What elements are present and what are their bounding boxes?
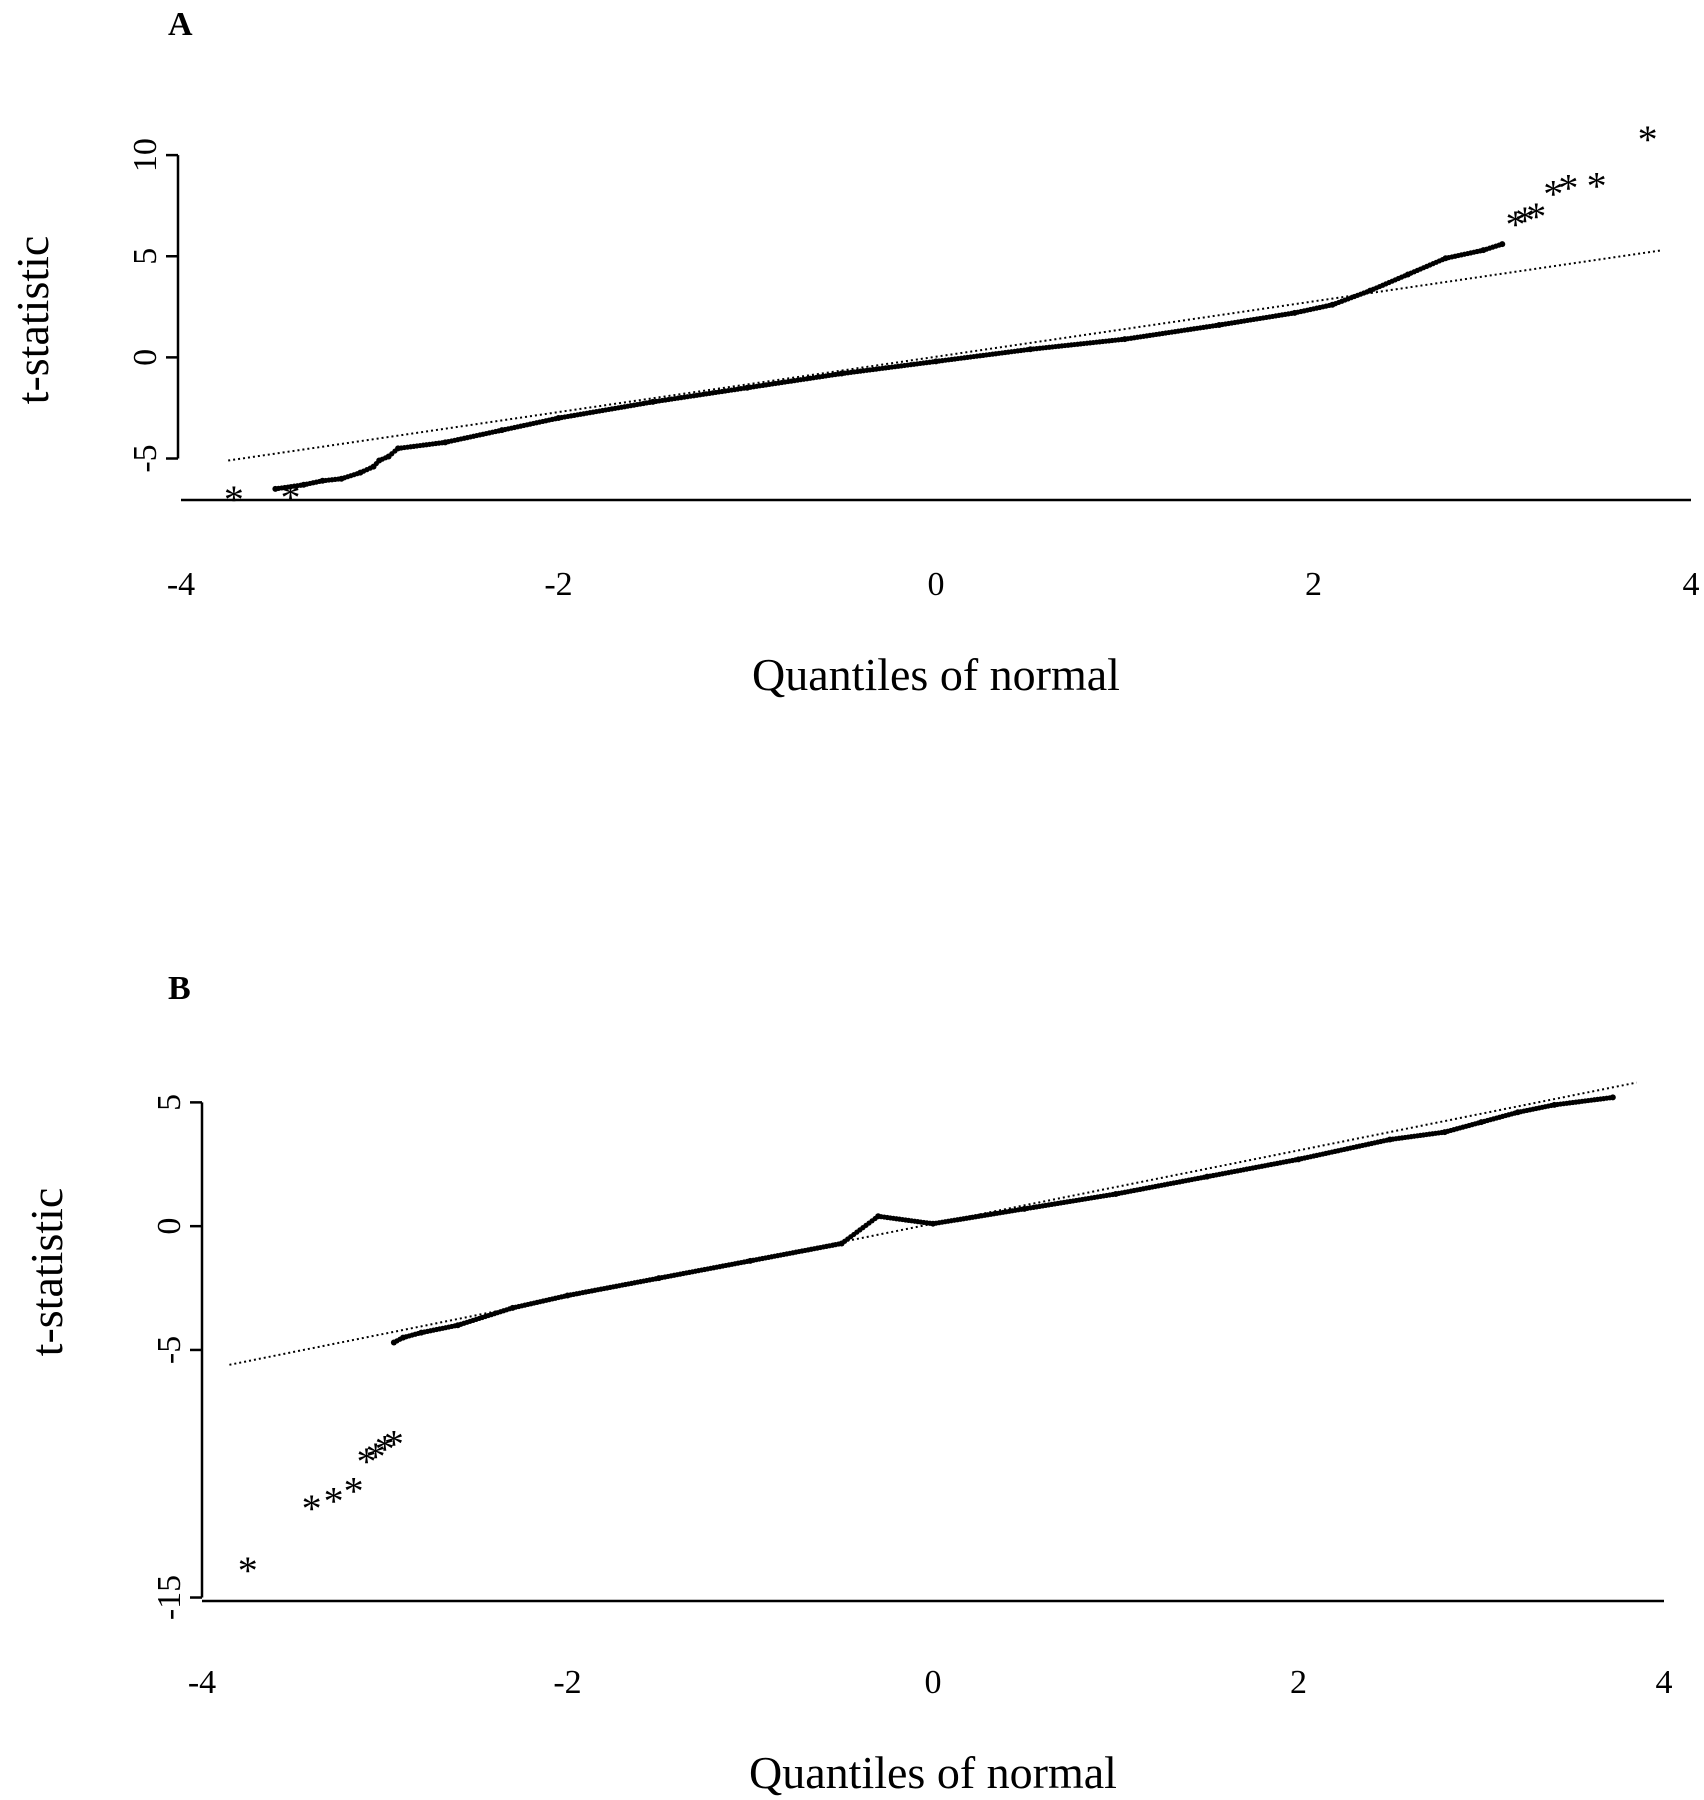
outlier-marker: * <box>1587 163 1607 208</box>
y-tick-label: 10 <box>127 138 164 172</box>
x-axis-title: Quantiles of normal <box>752 649 1120 700</box>
x-tick-label: -4 <box>188 1664 216 1701</box>
outlier-marker: * <box>302 1486 322 1531</box>
x-tick-label: -2 <box>544 566 572 603</box>
x-tick-label: 4 <box>1683 566 1700 603</box>
outlier-marker: * <box>344 1469 364 1514</box>
y-tick-label: -5 <box>127 444 164 472</box>
x-tick-label: 0 <box>928 566 945 603</box>
y-tick-label: 0 <box>127 349 164 366</box>
outlier-marker: * <box>1526 194 1546 239</box>
panel-a: A 10 5 0 -5 -4 -2 0 2 4 Quantiles of normal t-stati… <box>7 6 1700 700</box>
x-tick-label: -2 <box>553 1664 581 1701</box>
outlier-marker: * <box>1558 165 1578 210</box>
y-axis-title: t-statistic <box>7 236 58 405</box>
y-tick-label: 0 <box>151 1218 188 1235</box>
x-axis-title: Quantiles of normal <box>749 1747 1117 1798</box>
outlier-marker: * <box>280 475 300 520</box>
panel-b: B 5 0 -5 -15 -4 -2 0 2 4 Quantiles of normal t-stat… <box>21 970 1673 1798</box>
outlier-marker: * <box>1515 198 1535 243</box>
outlier-marker: * <box>356 1439 376 1484</box>
outlier-marker: * <box>224 477 244 522</box>
outlier-marker: * <box>1505 202 1525 247</box>
panel-letter: B <box>168 970 191 1007</box>
x-tick-label: 0 <box>925 1664 942 1701</box>
reference-line <box>228 249 1663 462</box>
y-tick-label: 5 <box>127 248 164 265</box>
panel-letter: A <box>168 6 193 43</box>
y-tick-label: -5 <box>151 1336 188 1364</box>
x-tick-label: 2 <box>1290 1664 1307 1701</box>
outlier-marker: * <box>375 1427 395 1472</box>
y-tick-label: 5 <box>151 1094 188 1111</box>
x-tick-label: 2 <box>1305 566 1322 603</box>
outlier-marker: * <box>366 1434 386 1479</box>
outlier-marker: * <box>1638 117 1658 162</box>
data-point <box>1609 1094 1616 1101</box>
x-tick-label: -4 <box>167 566 195 603</box>
reference-line <box>229 1081 1637 1366</box>
outlier-marker: * <box>384 1422 404 1467</box>
x-tick-label: 4 <box>1656 1664 1673 1701</box>
y-tick-label: -15 <box>151 1575 188 1620</box>
data-point <box>1499 241 1506 248</box>
outlier-marker: * <box>238 1548 258 1593</box>
outlier-marker: * <box>324 1478 344 1523</box>
y-axis-title: t-statistic <box>21 1188 72 1357</box>
outlier-marker: * <box>1543 172 1563 217</box>
